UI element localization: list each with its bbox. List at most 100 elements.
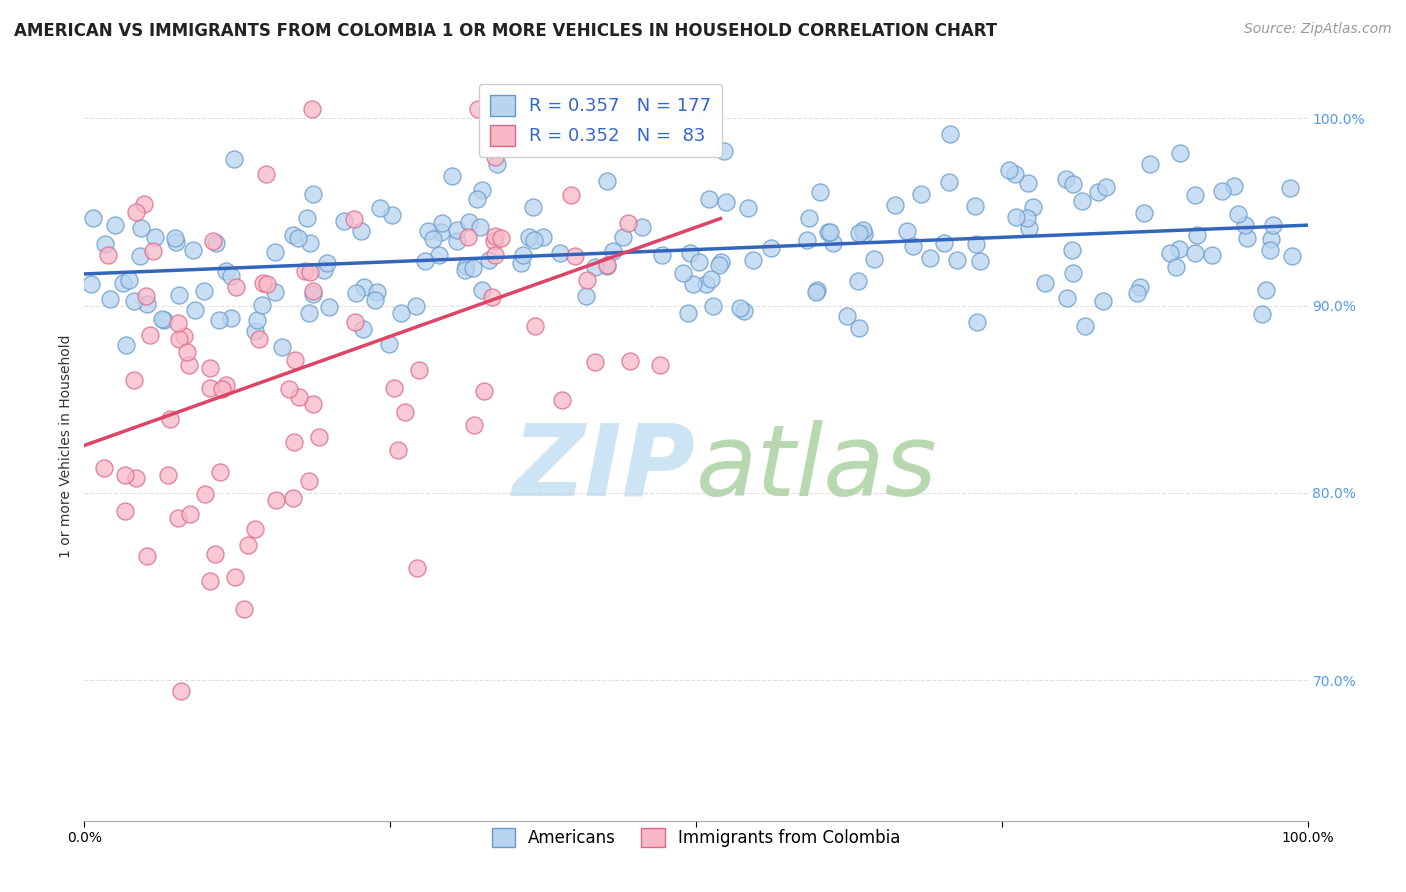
Point (350, 224, 373, 238)
Point (246, 312, 269, 326)
Point (671, 102, 693, 116)
Point (472, 384, 495, 399)
Point (596, 173, 619, 187)
Point (471, 284, 494, 298)
Point (416, 224, 439, 238)
Point (256, 277, 278, 291)
Point (463, 261, 485, 276)
Point (93, 461, 115, 475)
Point (352, 322, 374, 336)
Point (236, 538, 259, 552)
Point (166, 316, 188, 330)
Point (481, 290, 503, 304)
Point (446, 234, 468, 248)
Point (277, 382, 299, 396)
Point (176, 344, 198, 359)
Point (215, 378, 238, 392)
Point (114, 504, 136, 518)
Point (82, 211, 104, 225)
Point (1095, 180, 1118, 194)
Point (405, 299, 427, 313)
Point (1279, 180, 1302, 194)
Point (219, 269, 242, 284)
Point (441, 169, 464, 183)
Point (170, 684, 193, 698)
Point (378, 337, 401, 351)
Point (672, 266, 695, 280)
Point (1004, 167, 1026, 181)
Point (484, 150, 506, 164)
Point (1005, 210, 1028, 224)
Point (1126, 286, 1149, 301)
Point (901, 239, 924, 253)
Point (219, 310, 242, 325)
Point (93, 237, 115, 252)
Point (202, 234, 225, 248)
Point (862, 252, 884, 267)
Point (254, 167, 277, 181)
Point (446, 223, 468, 237)
Point (173, 329, 195, 343)
Point (264, 493, 287, 508)
Point (1226, 207, 1249, 221)
Point (997, 162, 1019, 177)
Point (104, 218, 127, 232)
Point (1062, 266, 1084, 280)
Point (690, 102, 713, 116)
Point (965, 236, 987, 251)
Point (969, 253, 991, 268)
Point (468, 220, 491, 235)
Point (314, 263, 336, 277)
Point (97, 248, 120, 262)
Point (429, 225, 451, 239)
Point (946, 252, 969, 267)
Point (209, 465, 232, 479)
Point (524, 318, 547, 333)
Point (651, 248, 673, 262)
Point (517, 229, 540, 244)
Point (1054, 172, 1077, 186)
Point (181, 243, 204, 257)
Point (713, 145, 735, 159)
Point (797, 211, 820, 226)
Point (817, 225, 839, 239)
Point (381, 208, 404, 222)
Point (179, 507, 201, 521)
Point (301, 102, 323, 116)
Point (370, 201, 392, 215)
Point (818, 225, 841, 239)
Point (124, 471, 146, 485)
Point (301, 187, 323, 202)
Point (697, 192, 720, 206)
Point (205, 236, 228, 251)
Point (333, 214, 356, 228)
Point (294, 263, 316, 277)
Point (491, 231, 513, 245)
Point (135, 289, 157, 303)
Point (934, 235, 956, 250)
Point (522, 200, 544, 214)
Point (1129, 279, 1152, 293)
Point (682, 277, 704, 292)
Point (560, 188, 582, 202)
Point (136, 297, 159, 311)
Point (716, 195, 738, 210)
Point (122, 294, 145, 309)
Point (1211, 184, 1233, 198)
Point (1281, 249, 1303, 263)
Point (759, 241, 782, 255)
Point (145, 229, 167, 244)
Point (1133, 206, 1156, 220)
Point (596, 258, 619, 272)
Point (184, 302, 207, 317)
Point (457, 215, 479, 229)
Point (366, 285, 388, 300)
Point (821, 235, 844, 250)
Point (297, 474, 319, 488)
Point (619, 354, 641, 368)
Text: atlas: atlas (696, 420, 938, 517)
Point (939, 127, 962, 141)
Point (1166, 260, 1188, 274)
Point (422, 232, 444, 246)
Point (224, 570, 246, 584)
